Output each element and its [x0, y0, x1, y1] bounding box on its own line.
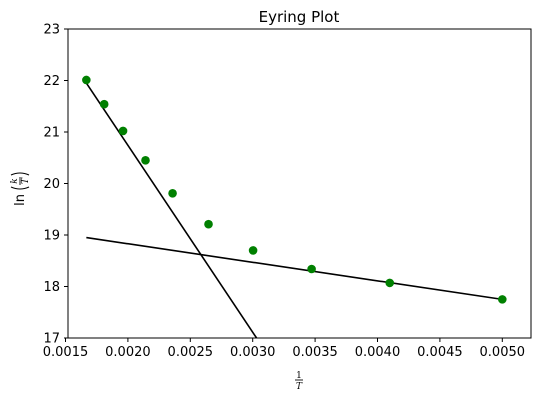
y-axis-ticks: 17 18 19 20 21 22 23 [43, 23, 68, 347]
y-axis-label-denominator: T [21, 177, 31, 184]
y-axis-label-numerator: k [10, 178, 20, 183]
x-tick-label: 0.0020 [105, 345, 151, 360]
data-point [498, 295, 507, 304]
x-tick-label: 0.0040 [355, 345, 401, 360]
chart-title: Eyring Plot [259, 8, 340, 26]
x-axis-ticks: 0.0015 0.0020 0.0025 0.0030 0.0035 0.0040 0.00… [43, 338, 525, 360]
y-tick-label: 21 [43, 126, 60, 141]
x-axis-label-numerator: 1 [296, 371, 302, 381]
data-point [385, 278, 395, 288]
y-tick-label: 17 [43, 332, 60, 347]
y-axis-label-left-paren [10, 186, 30, 190]
data-point [99, 99, 109, 109]
y-tick-label: 18 [43, 280, 60, 295]
y-tick-label: 19 [43, 229, 60, 244]
y-tick-label: 20 [43, 177, 60, 192]
x-tick-label: 0.0050 [480, 345, 526, 360]
data-point [307, 264, 316, 274]
data-point [168, 188, 177, 198]
x-tick-label: 0.0045 [417, 345, 463, 360]
x-axis-label: 1 T [295, 371, 303, 392]
data-point [248, 246, 258, 255]
y-tick-label: 23 [43, 23, 60, 38]
plot-area [82, 75, 507, 338]
x-tick-label: 0.0015 [43, 345, 89, 360]
y-axis-label: ln k T [10, 172, 31, 206]
y-tick-label: 22 [43, 74, 60, 89]
x-tick-label: 0.0030 [230, 345, 276, 360]
x-axis-label-denominator: T [296, 382, 303, 392]
axes [67, 28, 532, 339]
y-axis-label-right-paren [10, 172, 30, 176]
data-point [141, 156, 150, 165]
y-axis-label-prefix: ln [13, 194, 28, 206]
axes-frame [67, 28, 532, 339]
fit-line-2 [86, 236, 503, 301]
data-point [82, 75, 91, 85]
x-tick-label: 0.0035 [292, 345, 338, 360]
data-point [118, 126, 128, 136]
x-tick-label: 0.0025 [168, 345, 214, 360]
data-point [204, 219, 213, 229]
fit-line-1 [85, 82, 258, 338]
